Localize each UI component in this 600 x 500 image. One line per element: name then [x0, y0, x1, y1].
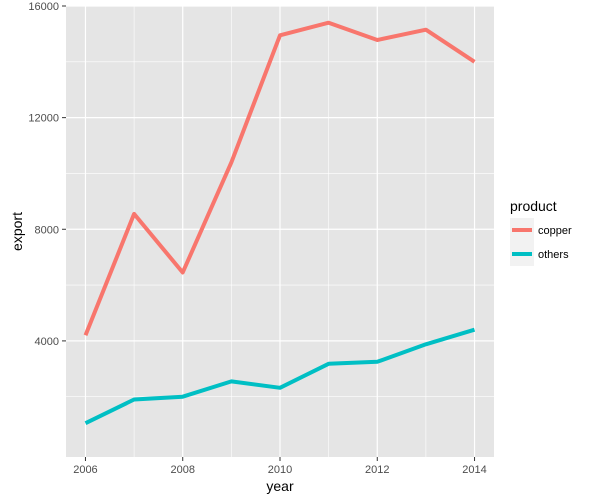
- x-tick-label: 2012: [365, 464, 389, 476]
- y-axis-title: export: [9, 212, 25, 251]
- legend-label-copper: copper: [538, 225, 572, 237]
- x-tick-label: 2008: [170, 464, 194, 476]
- x-tick-label: 2014: [462, 464, 486, 476]
- legend-title: product: [510, 198, 557, 214]
- x-axis-ticks: 2006 2008 2010 2012 2014: [73, 457, 487, 476]
- legend: product copper others: [510, 198, 572, 266]
- y-tick-label: 12000: [28, 113, 59, 125]
- series-line-others: [84, 327, 476, 425]
- x-tick-label: 2010: [268, 464, 292, 476]
- major-gridlines: [66, 5, 494, 457]
- y-tick-label: 4000: [35, 336, 59, 348]
- y-tick-label: 8000: [35, 224, 59, 236]
- series-line-copper: [83, 20, 476, 337]
- x-tick-label: 2006: [73, 464, 97, 476]
- y-tick-label: 16000: [28, 1, 59, 13]
- legend-label-others: others: [538, 249, 569, 261]
- y-axis-ticks: 4000 8000 12000 16000: [28, 1, 66, 348]
- series-lines: [83, 20, 476, 425]
- x-axis-title: year: [266, 478, 294, 494]
